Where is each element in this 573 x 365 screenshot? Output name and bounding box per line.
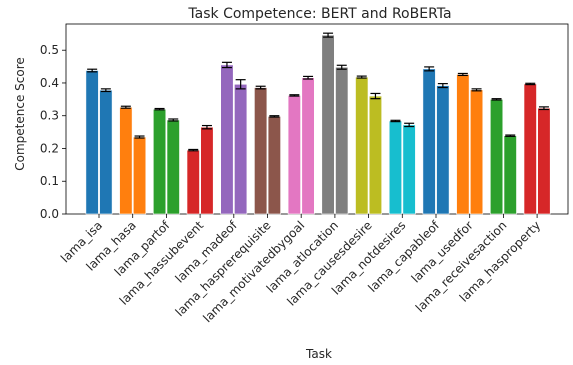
x-axis-label: Task <box>305 347 332 361</box>
bar <box>523 83 537 215</box>
bar <box>119 106 133 215</box>
bar <box>422 68 436 215</box>
y-tick-label: 0.1 <box>40 174 59 188</box>
bar <box>469 89 484 215</box>
y-tick-label: 0.2 <box>40 141 59 155</box>
bar <box>503 135 517 215</box>
y-tick-label: 0.0 <box>40 207 59 221</box>
bar <box>368 95 383 215</box>
bar <box>234 83 248 215</box>
bar <box>287 95 301 215</box>
bar <box>153 108 167 215</box>
y-tick-label: 0.4 <box>40 76 59 90</box>
bar <box>200 126 214 215</box>
y-axis-label: Competence Score <box>13 57 27 171</box>
bar <box>355 76 369 215</box>
bar <box>456 74 470 215</box>
bar <box>321 34 335 215</box>
chart-title: Task Competence: BERT and RoBERTa <box>187 6 451 22</box>
y-tick-label: 0.5 <box>40 43 59 57</box>
x-axis: lama_isalama_hasalama_partoflama_hassube… <box>58 214 543 325</box>
bar <box>133 136 147 215</box>
bar <box>388 120 403 215</box>
plot-area <box>65 23 569 215</box>
bar <box>402 124 416 215</box>
bar <box>85 70 99 215</box>
bar <box>267 116 281 215</box>
bar <box>537 107 551 215</box>
bar <box>99 89 113 215</box>
bar <box>335 66 349 215</box>
bar <box>220 64 234 215</box>
plot-frame <box>65 23 569 215</box>
y-axis: 0.0 0.1 0.2 0.3 0.4 0.5 <box>40 43 66 221</box>
bar <box>254 87 268 215</box>
bar <box>166 119 180 215</box>
bar <box>489 99 504 215</box>
bar <box>436 85 450 215</box>
bar <box>186 149 200 215</box>
y-tick-label: 0.3 <box>40 109 59 123</box>
bar <box>301 77 315 215</box>
